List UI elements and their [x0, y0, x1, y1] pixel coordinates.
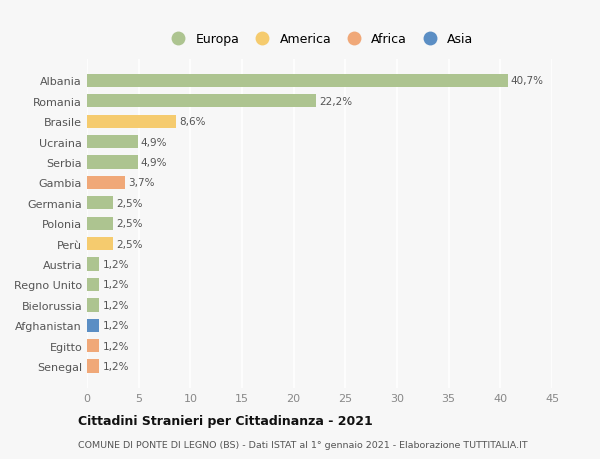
Text: 1,2%: 1,2% [103, 361, 129, 371]
Text: COMUNE DI PONTE DI LEGNO (BS) - Dati ISTAT al 1° gennaio 2021 - Elaborazione TUT: COMUNE DI PONTE DI LEGNO (BS) - Dati IST… [78, 441, 527, 449]
Text: 1,2%: 1,2% [103, 300, 129, 310]
Bar [87, 237, 113, 251]
Bar [87, 339, 100, 353]
Text: 4,9%: 4,9% [141, 158, 167, 168]
Bar [87, 115, 176, 129]
Text: 1,2%: 1,2% [103, 320, 129, 330]
Bar [87, 299, 100, 312]
Bar [87, 197, 113, 210]
Bar [87, 156, 137, 169]
Bar [87, 258, 100, 271]
Text: 3,7%: 3,7% [128, 178, 155, 188]
Bar [87, 74, 508, 88]
Bar [87, 217, 113, 230]
Text: 1,2%: 1,2% [103, 259, 129, 269]
Bar [87, 136, 137, 149]
Text: 2,5%: 2,5% [116, 219, 142, 229]
Text: 2,5%: 2,5% [116, 198, 142, 208]
Bar [87, 278, 100, 291]
Text: 22,2%: 22,2% [320, 96, 353, 106]
Text: 4,9%: 4,9% [141, 137, 167, 147]
Bar [87, 95, 316, 108]
Text: 8,6%: 8,6% [179, 117, 205, 127]
Text: 1,2%: 1,2% [103, 341, 129, 351]
Bar [87, 176, 125, 190]
Bar [87, 360, 100, 373]
Legend: Europa, America, Africa, Asia: Europa, America, Africa, Asia [166, 33, 473, 46]
Text: Cittadini Stranieri per Cittadinanza - 2021: Cittadini Stranieri per Cittadinanza - 2… [78, 414, 373, 428]
Bar [87, 319, 100, 332]
Text: 40,7%: 40,7% [511, 76, 544, 86]
Text: 2,5%: 2,5% [116, 239, 142, 249]
Text: 1,2%: 1,2% [103, 280, 129, 290]
